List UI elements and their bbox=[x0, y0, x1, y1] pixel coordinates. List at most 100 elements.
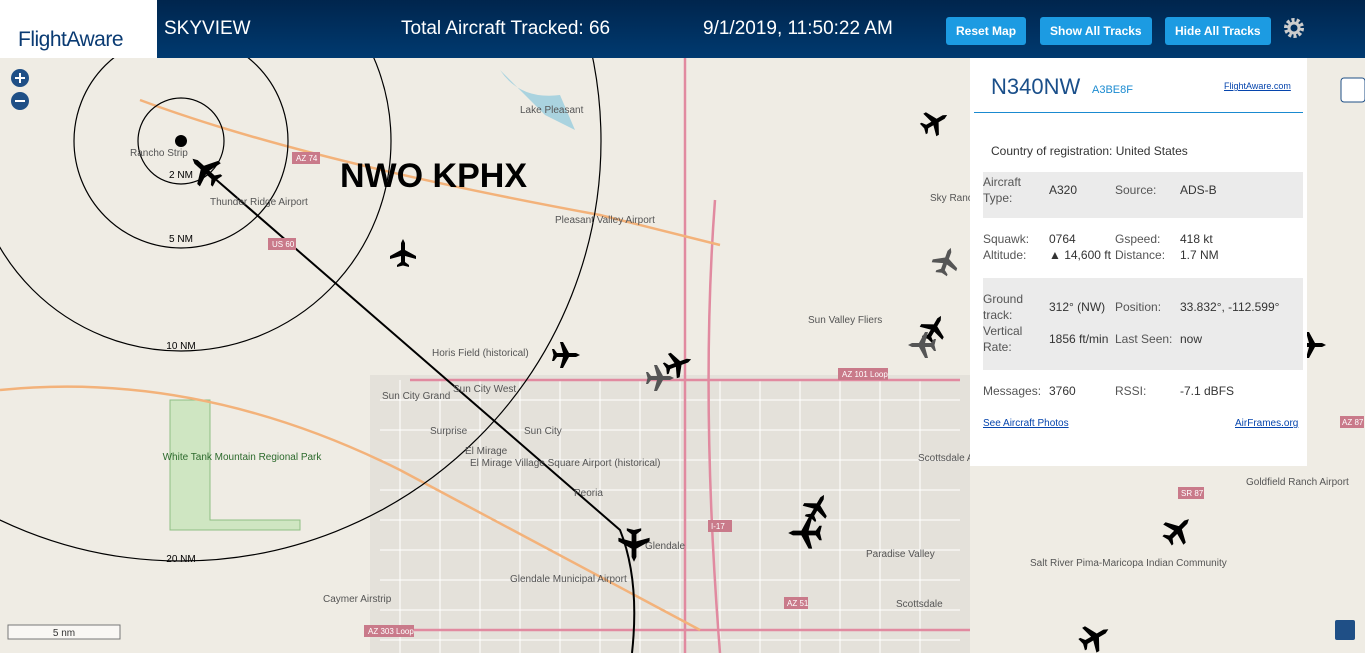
header: FlightAware SKYVIEW Total Aircraft Track… bbox=[0, 0, 1365, 58]
lake bbox=[500, 70, 575, 130]
range-ring-label: 10 NM bbox=[166, 341, 195, 352]
hex-code: A3BE8F bbox=[1092, 84, 1133, 96]
layers-button[interactable] bbox=[1340, 77, 1365, 103]
place-label: Surprise bbox=[430, 426, 468, 437]
aircraft-panel: N340NW A3BE8F FlightAware.com Country of… bbox=[970, 58, 1307, 466]
place-label: Horis Field (historical) bbox=[432, 348, 529, 359]
place-label: Lake Pleasant bbox=[520, 105, 584, 116]
settings-icon[interactable] bbox=[1282, 16, 1306, 40]
road-shield bbox=[292, 152, 320, 164]
detail-value: A320 bbox=[1049, 183, 1078, 197]
detail-value: 33.832°, -112.599° bbox=[1180, 300, 1280, 314]
section-bg bbox=[983, 172, 1303, 218]
detail-value: 3760 bbox=[1049, 384, 1076, 398]
road-shield bbox=[268, 238, 296, 250]
aircraft[interactable] bbox=[1074, 616, 1116, 653]
aircraft[interactable] bbox=[390, 239, 416, 267]
reset-map-button[interactable]: Reset Map bbox=[946, 17, 1027, 45]
place-label: El Mirage bbox=[465, 446, 508, 457]
detail-value: now bbox=[1180, 332, 1203, 346]
place-label: Sun City bbox=[524, 426, 562, 437]
info-button[interactable] bbox=[1335, 620, 1355, 640]
range-ring-label: 2 NM bbox=[169, 170, 193, 181]
road-label: I-17 bbox=[711, 522, 725, 531]
datetime: 9/1/2019, 11:50:22 AM bbox=[703, 18, 893, 39]
place-label: Glendale bbox=[645, 541, 685, 552]
park bbox=[169, 399, 301, 531]
road-shield bbox=[838, 368, 888, 380]
detail-value: 1.7 NM bbox=[1180, 248, 1219, 262]
detail-value: 0764 bbox=[1049, 232, 1076, 246]
street-grid bbox=[380, 380, 960, 653]
road-label: AZ 74 bbox=[296, 154, 318, 163]
airframes-link[interactable]: AirFrames.org bbox=[1235, 418, 1299, 429]
detail-row: Altitude: ▲ 14,600 ft Distance: 1.7 NM bbox=[983, 247, 1303, 263]
detail-row: Ground track: 312° (NW) Position: 33.832°, … bbox=[983, 291, 1303, 323]
place-label: Sun City Grand bbox=[382, 391, 450, 402]
range-ring-label: 20 NM bbox=[166, 554, 195, 565]
road-shield bbox=[784, 597, 808, 609]
place-label: El Mirage Village Square Airport (histor… bbox=[470, 458, 660, 469]
road-shield bbox=[1340, 416, 1364, 428]
scale-label: 5 nm bbox=[53, 628, 75, 639]
aircraft[interactable] bbox=[916, 103, 954, 141]
detail-label: Distance: bbox=[1115, 248, 1166, 262]
aircraft[interactable] bbox=[552, 342, 580, 368]
hide-tracks-button[interactable]: Hide All Tracks bbox=[1165, 17, 1271, 45]
place-label: Thunder Ridge Airport bbox=[210, 197, 308, 208]
detail-label: Source: bbox=[1115, 183, 1157, 197]
section-bg bbox=[983, 278, 1303, 370]
country-value: United States bbox=[1115, 144, 1188, 158]
detail-value: 1856 ft/min bbox=[1049, 332, 1109, 346]
country-label: Country of registration: bbox=[991, 144, 1113, 158]
scale-bar bbox=[7, 624, 121, 640]
detail-row: Aircraft Type: A320 Source: ADS-B bbox=[983, 174, 1303, 206]
detail-label: Messages: bbox=[983, 384, 1042, 398]
logo[interactable]: FlightAware bbox=[0, 0, 157, 58]
place-label: White Tank Mountain Regional Park bbox=[163, 452, 323, 463]
place-label: Caymer Airstrip bbox=[323, 594, 392, 605]
road-label: SR 87 bbox=[1181, 489, 1204, 498]
zoom-controls bbox=[11, 69, 29, 110]
photos-link[interactable]: See Aircraft Photos bbox=[983, 418, 1069, 429]
detail-label: Aircraft Type: bbox=[983, 175, 1022, 205]
aircraft-count-value: 66 bbox=[588, 18, 611, 39]
urban-area bbox=[370, 375, 970, 653]
road-shields: AZ 74 US 60 AZ 101 Loop AZ 303 Loop AZ 5… bbox=[268, 152, 1364, 637]
aircraft[interactable] bbox=[908, 332, 936, 358]
place-label: Scottsdale Airport bbox=[918, 453, 997, 464]
detail-value: ▲ 14,600 ft bbox=[1049, 248, 1111, 262]
annotation: NWO KPHX bbox=[340, 157, 527, 195]
detail-value: 418 kt bbox=[1180, 232, 1213, 246]
place-label: Sun Valley Fliers bbox=[808, 315, 882, 326]
detail-value: ADS-B bbox=[1180, 183, 1217, 197]
road-shield bbox=[1178, 487, 1204, 499]
road-shield bbox=[708, 520, 732, 532]
place-label: Scottsdale bbox=[896, 599, 943, 610]
aircraft[interactable] bbox=[928, 243, 964, 279]
detail-label: Ground track: bbox=[983, 292, 1024, 322]
show-tracks-button[interactable]: Show All Tracks bbox=[1040, 17, 1152, 45]
detail-row: Messages: 3760 RSSI: -7.1 dBFS bbox=[983, 383, 1303, 399]
logo-text: FlightAware bbox=[18, 28, 124, 51]
road-label: AZ 101 Loop bbox=[842, 370, 888, 379]
detail-value: 312° (NW) bbox=[1049, 300, 1106, 314]
road-shield bbox=[364, 625, 414, 637]
place-label: Sun City West bbox=[453, 384, 516, 395]
flightaware-link[interactable]: FlightAware.com bbox=[1224, 81, 1291, 91]
road-label: AZ 303 Loop bbox=[368, 627, 414, 636]
detail-label: Altitude: bbox=[983, 248, 1027, 262]
country: Country of registration: United States bbox=[991, 144, 1188, 158]
aircraft[interactable] bbox=[1156, 508, 1200, 552]
place-label: Rancho Strip bbox=[130, 148, 188, 159]
detail-value: -7.1 dBFS bbox=[1180, 384, 1235, 398]
place-label: Salt River Pima-Maricopa Indian Communit… bbox=[1030, 558, 1227, 569]
aircraft-track bbox=[204, 169, 636, 653]
place-label: Glendale Municipal Airport bbox=[510, 574, 627, 585]
road-label: AZ 87 bbox=[1342, 418, 1364, 427]
place-label: Peoria bbox=[574, 488, 603, 499]
detail-label: Last Seen: bbox=[1115, 332, 1173, 346]
road-label: US 60 bbox=[272, 240, 295, 249]
